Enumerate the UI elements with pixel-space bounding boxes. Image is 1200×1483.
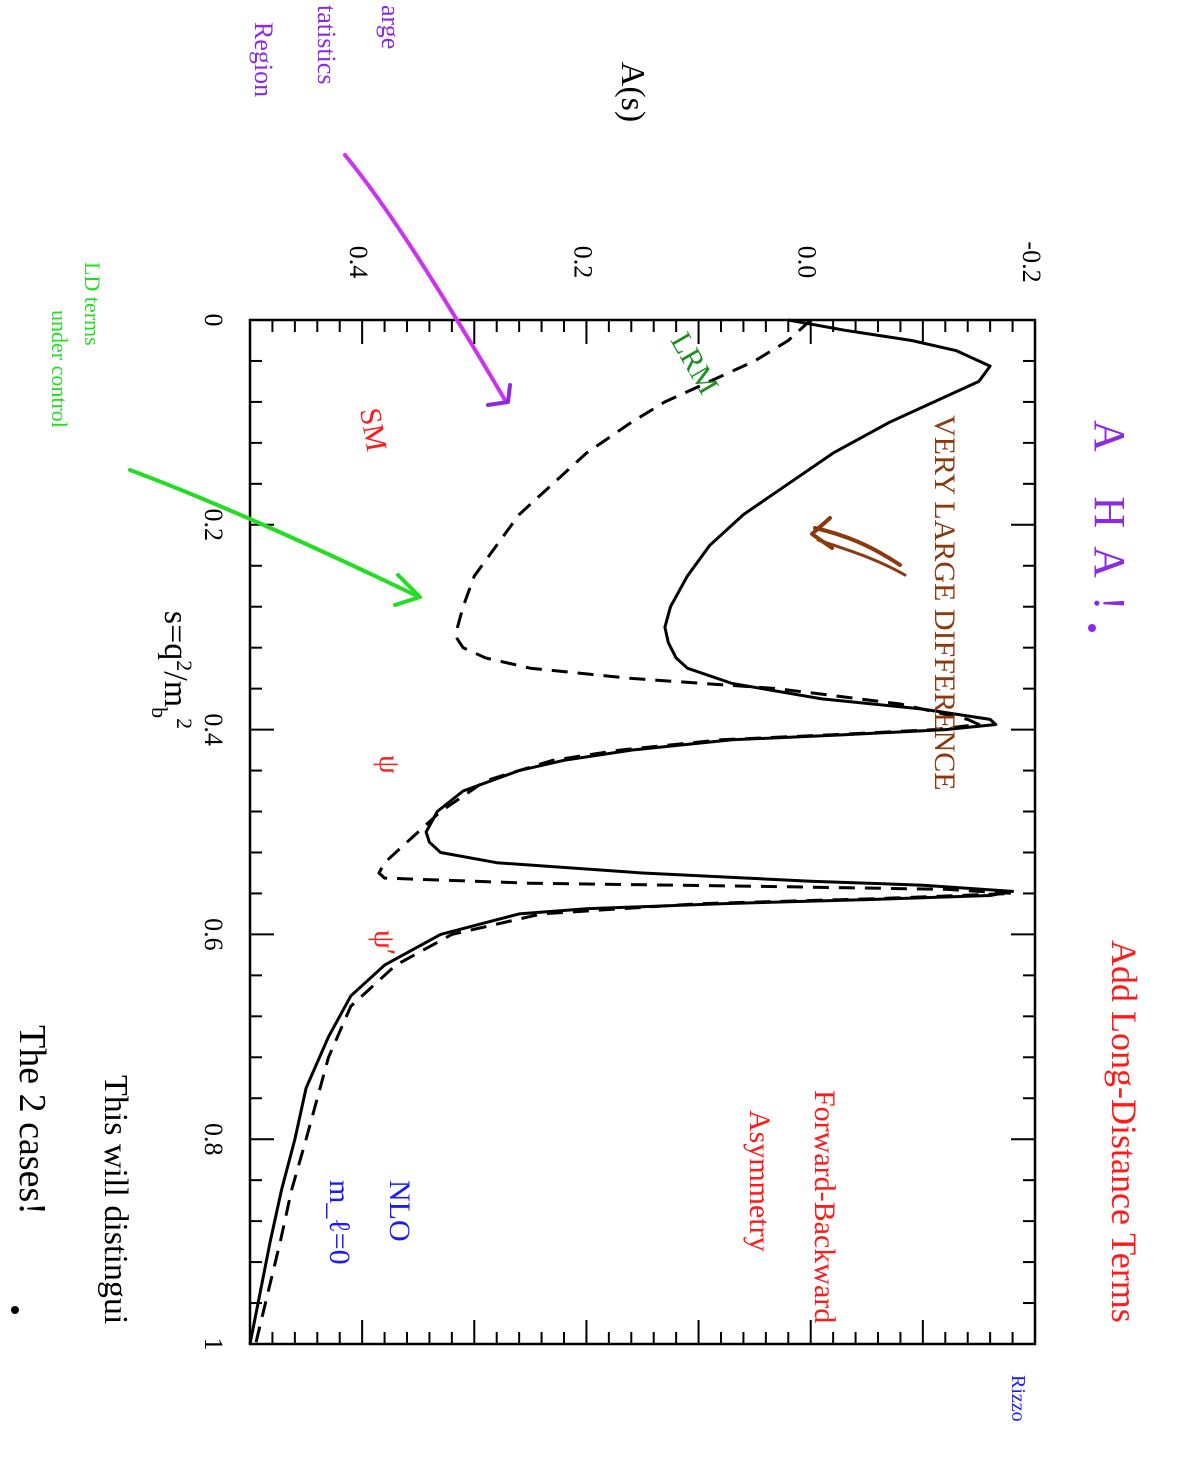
annotation-two-cases: The 2 cases!: [11, 1025, 53, 1215]
axis-ticks: [249, 319, 1036, 1345]
annotation-forward-backward: Forward-Backward: [808, 1090, 841, 1323]
difference-arrow: [813, 526, 902, 567]
annotation-lrm: LRM: [664, 327, 725, 400]
tick-labels: 0 0.2 0.4 0.6 0.8 1 -0.2 0.0 0.2 0.4: [199, 241, 1046, 1350]
cases-exclamation-dot: [11, 1306, 19, 1314]
annotation-this-will: This will distingui: [97, 1075, 134, 1324]
a-tick-label: -0.2: [1017, 241, 1046, 282]
annotation-psi-prime: ψ′: [368, 930, 401, 955]
series-lrm-line: [254, 318, 1015, 1345]
statistics-arrow: [343, 153, 507, 402]
annotation-large: arge: [376, 5, 405, 49]
annotation-rizzo: Rizzo: [1007, 1375, 1029, 1422]
a-tick-label: 0.2: [568, 246, 597, 279]
aha-exclamation-dot: [1088, 624, 1096, 632]
annotation-statistics: tatistics: [312, 5, 341, 84]
annotation-region: Region: [249, 22, 278, 97]
s-tick-label: 1: [199, 1338, 228, 1351]
curves: [248, 318, 1015, 1345]
annotation-add-long-distance: Add Long-Distance Terms: [1104, 940, 1144, 1323]
annotation-very-large-difference: VERY LARGE DIFFERENCE: [928, 415, 961, 791]
annotation-aha: A HA!: [1085, 420, 1134, 629]
statistics-arrow-head: [486, 383, 512, 407]
series-sm-line: [248, 318, 1015, 1345]
s-tick-label: 0.4: [199, 713, 228, 746]
difference-arrow-head: [810, 516, 834, 550]
s-tick-label: 0.8: [199, 1123, 228, 1156]
annotation-asymmetry: Asymmetry: [743, 1110, 776, 1252]
ld-arrow-head: [393, 573, 422, 607]
annotation-psi: ψ: [373, 755, 406, 774]
s-tick-label: 0.6: [199, 918, 228, 951]
a-tick-label: 0.0: [793, 246, 822, 279]
annotation-sm: SM: [353, 405, 393, 453]
plot-frame: [248, 318, 1037, 1346]
arrows: [128, 153, 907, 607]
y-axis-title: A(s): [614, 62, 651, 122]
s-tick-label: 0: [199, 314, 228, 327]
annotation-mass-zero: m_ℓ=0: [323, 1180, 356, 1265]
annotations: A HA! Add Long-Distance Terms Rizzo Forw…: [11, 5, 1144, 1422]
x-axis-title: s=q2/mb2: [148, 611, 198, 729]
a-tick-label: 0.4: [344, 246, 373, 279]
ld-arrow: [128, 468, 417, 597]
annotation-under-control: under control: [47, 310, 72, 428]
s-tick-label: 0.2: [199, 509, 228, 542]
annotation-nlo: NLO: [383, 1180, 416, 1242]
annotation-ld-terms: LD terms: [80, 262, 105, 346]
